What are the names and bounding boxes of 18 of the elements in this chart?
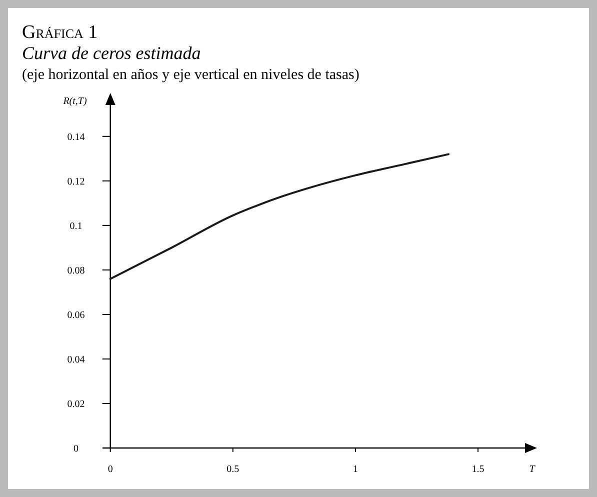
- y-tick-label: 0.06: [67, 310, 85, 321]
- y-tick-label: 0.14: [67, 132, 85, 143]
- x-axis-title: T: [529, 464, 536, 475]
- text: (eje horizontal en años y eje vertical en niveles de tasas): [22, 67, 360, 83]
- x-tick-label: 1.5: [472, 464, 484, 475]
- y-tick-label: 0.02: [67, 398, 85, 410]
- line-series: [109, 153, 450, 280]
- x-tick-label: 0.5: [226, 464, 240, 475]
- x-tick-label: 1: [352, 464, 358, 475]
- chart-title: Gráfica 1: [22, 22, 98, 43]
- y-tick-label: 0.1: [70, 220, 82, 232]
- y-tick-label: 0: [74, 444, 78, 454]
- chart-subtitle: Curva de ceros estimada: [22, 43, 201, 63]
- y-tick-label: 0.08: [67, 265, 85, 276]
- x-tick-label: 0: [108, 464, 113, 475]
- y-axis-title: R(t,T): [62, 96, 88, 107]
- y-tick-label: 0.12: [67, 176, 85, 188]
- y-tick-label: 0.04: [67, 354, 85, 366]
